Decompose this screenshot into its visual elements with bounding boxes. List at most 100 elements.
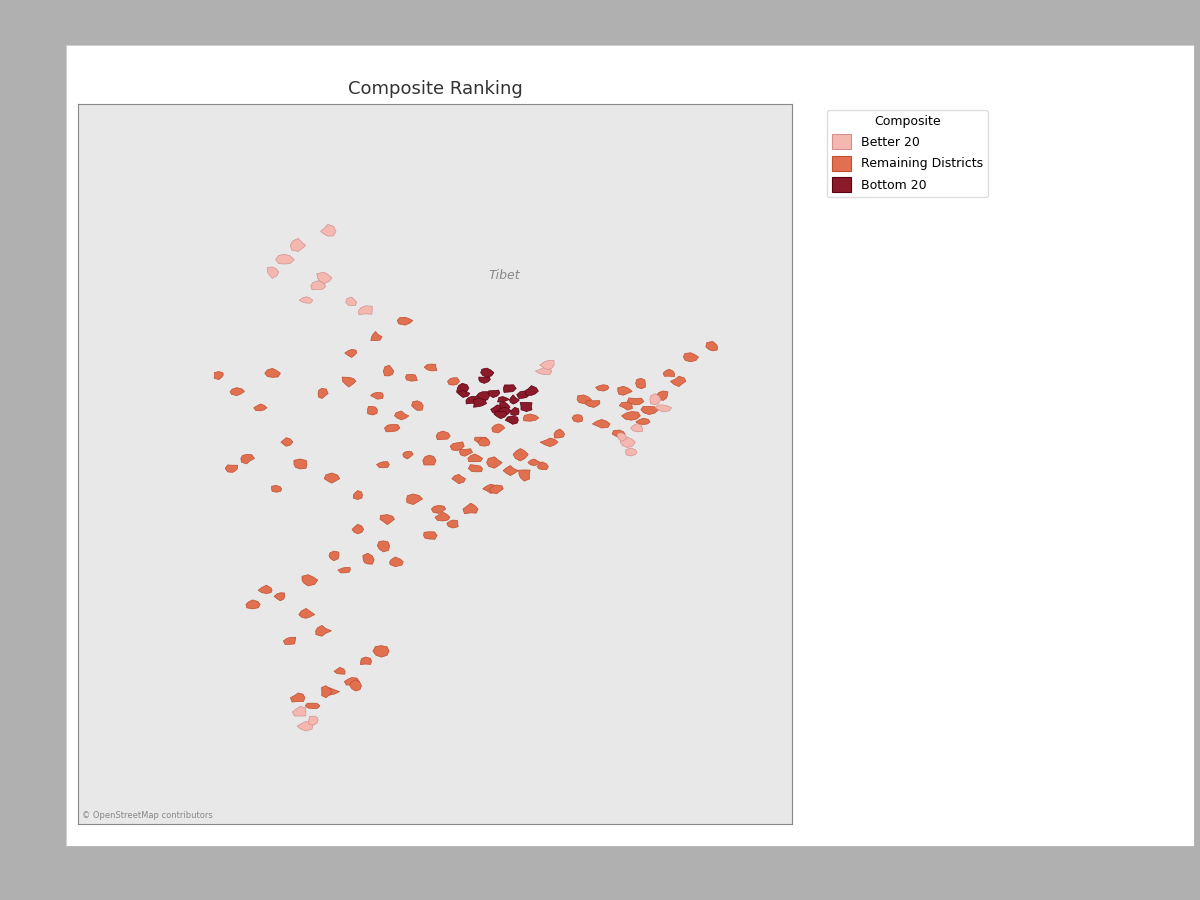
Polygon shape <box>274 593 284 601</box>
Polygon shape <box>258 585 272 593</box>
Polygon shape <box>371 331 382 340</box>
Polygon shape <box>683 353 698 362</box>
Polygon shape <box>476 392 490 400</box>
Polygon shape <box>528 459 540 465</box>
Polygon shape <box>612 430 625 437</box>
Polygon shape <box>554 429 564 438</box>
Polygon shape <box>360 657 372 664</box>
Polygon shape <box>490 485 503 494</box>
Polygon shape <box>446 520 458 528</box>
Polygon shape <box>584 400 600 408</box>
Polygon shape <box>625 448 637 456</box>
Polygon shape <box>298 722 312 731</box>
Polygon shape <box>344 349 356 357</box>
Polygon shape <box>407 494 422 505</box>
Text: Tibet: Tibet <box>488 269 521 283</box>
Polygon shape <box>479 377 491 383</box>
Polygon shape <box>308 716 318 725</box>
Polygon shape <box>498 397 510 402</box>
Polygon shape <box>509 395 520 404</box>
Polygon shape <box>481 368 494 377</box>
Polygon shape <box>293 706 306 716</box>
Polygon shape <box>505 416 518 424</box>
Polygon shape <box>305 703 320 708</box>
Polygon shape <box>342 377 356 387</box>
Polygon shape <box>466 396 478 404</box>
Polygon shape <box>641 407 659 415</box>
Polygon shape <box>352 524 364 534</box>
Polygon shape <box>349 680 361 691</box>
Polygon shape <box>377 462 389 468</box>
Polygon shape <box>281 437 293 446</box>
Polygon shape <box>302 575 318 586</box>
Polygon shape <box>577 395 592 403</box>
Polygon shape <box>403 452 413 459</box>
Polygon shape <box>524 385 539 395</box>
Polygon shape <box>460 449 473 456</box>
Polygon shape <box>572 415 583 422</box>
Polygon shape <box>595 385 608 392</box>
Polygon shape <box>377 541 390 552</box>
Polygon shape <box>436 431 450 439</box>
Polygon shape <box>384 425 400 432</box>
Polygon shape <box>535 367 552 374</box>
Polygon shape <box>540 438 558 446</box>
Polygon shape <box>514 448 528 461</box>
Polygon shape <box>367 407 377 415</box>
Polygon shape <box>520 402 532 411</box>
Polygon shape <box>491 405 504 414</box>
Polygon shape <box>276 255 294 264</box>
Polygon shape <box>622 411 641 420</box>
Polygon shape <box>620 437 635 447</box>
Polygon shape <box>268 267 278 278</box>
Polygon shape <box>324 688 340 695</box>
Polygon shape <box>422 455 436 465</box>
Polygon shape <box>329 551 340 561</box>
Polygon shape <box>371 392 383 400</box>
Polygon shape <box>636 418 650 425</box>
Polygon shape <box>457 391 470 398</box>
Polygon shape <box>630 423 642 432</box>
Legend: Better 20, Remaining Districts, Bottom 20: Better 20, Remaining Districts, Bottom 2… <box>827 110 988 197</box>
Polygon shape <box>425 364 437 371</box>
Polygon shape <box>518 470 530 482</box>
Polygon shape <box>338 567 350 573</box>
Polygon shape <box>448 378 460 385</box>
Polygon shape <box>353 491 362 500</box>
Polygon shape <box>619 402 632 410</box>
Polygon shape <box>451 474 466 483</box>
Polygon shape <box>412 400 424 410</box>
Polygon shape <box>299 297 313 303</box>
Polygon shape <box>656 391 668 401</box>
Polygon shape <box>450 442 464 451</box>
Polygon shape <box>474 437 488 443</box>
Polygon shape <box>617 433 626 441</box>
Polygon shape <box>265 368 281 377</box>
Polygon shape <box>294 459 307 469</box>
Polygon shape <box>334 667 346 674</box>
Polygon shape <box>397 318 413 325</box>
Polygon shape <box>618 386 632 395</box>
Polygon shape <box>655 405 672 412</box>
Polygon shape <box>492 424 505 433</box>
Title: Composite Ranking: Composite Ranking <box>348 80 522 98</box>
Polygon shape <box>290 693 305 702</box>
Polygon shape <box>706 341 718 351</box>
Polygon shape <box>664 369 674 377</box>
Polygon shape <box>290 238 306 251</box>
Polygon shape <box>628 398 644 405</box>
Polygon shape <box>322 686 332 698</box>
Polygon shape <box>271 485 282 492</box>
Polygon shape <box>431 506 445 513</box>
Polygon shape <box>283 637 295 644</box>
Polygon shape <box>346 297 356 306</box>
Polygon shape <box>523 414 539 421</box>
Polygon shape <box>320 224 336 236</box>
Polygon shape <box>373 645 389 657</box>
Polygon shape <box>246 600 260 609</box>
Polygon shape <box>406 374 418 382</box>
Polygon shape <box>318 388 328 399</box>
Polygon shape <box>317 272 332 284</box>
Polygon shape <box>434 512 450 521</box>
Polygon shape <box>230 388 245 396</box>
